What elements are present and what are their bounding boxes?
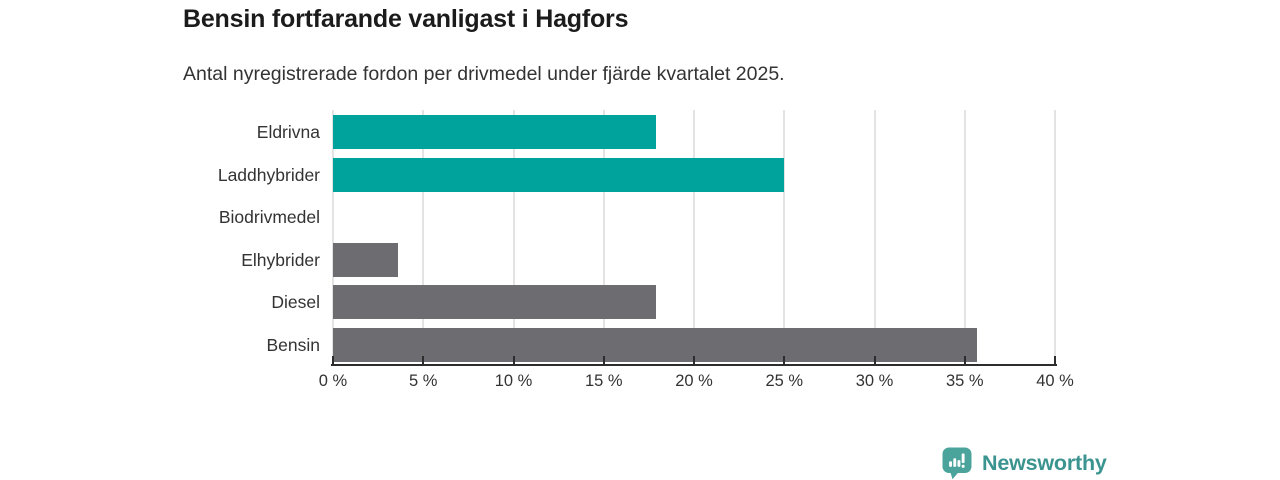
gridline-5: [422, 110, 425, 364]
bar-row-bensin: Bensin: [266, 323, 1055, 366]
chart-title: Bensin fortfarande vanligast i Hagfors: [183, 5, 629, 33]
newsworthy-logo: Newsworthy: [941, 446, 1107, 480]
gridline-35: [963, 110, 966, 364]
x-axis-tick-label-30: 30 %: [855, 372, 894, 390]
chart-subtitle: Antal nyregistrerade fordon per drivmede…: [183, 63, 785, 85]
x-axis-tick-0: [332, 356, 334, 364]
x-axis-tick-label-10: 10 %: [494, 372, 533, 390]
gridline-30: [873, 110, 876, 364]
bar-row-eldrivna: Eldrivna: [257, 110, 1055, 153]
x-axis-tick-5: [422, 356, 425, 364]
x-axis-tick-label-5: 5 %: [409, 372, 438, 390]
x-axis-tick-30: [873, 356, 876, 364]
gridline-0: [332, 110, 334, 364]
bar-laddhybrider: [333, 157, 785, 192]
gridline-25: [783, 110, 786, 364]
bar-row-laddhybrider: Laddhybrider: [218, 153, 1055, 196]
bar-row-biodrivmedel: Biodrivmedel: [219, 195, 1055, 238]
bar-elhybrider: [333, 242, 398, 277]
x-axis-tick-label-15: 15 %: [584, 372, 623, 390]
category-label-biodrivmedel: Biodrivmedel: [218, 207, 320, 227]
x-axis-tick-35: [963, 356, 966, 364]
x-axis-tick-20: [693, 356, 695, 364]
bar-row-diesel: Diesel: [271, 280, 1055, 323]
newsworthy-wordmark: Newsworthy: [982, 450, 1107, 475]
newsworthy-chart-bubble-icon: [942, 447, 972, 480]
bar-eldrivna: [333, 115, 657, 149]
x-axis-line: [331, 364, 1057, 366]
x-axis-tick-40: [1054, 356, 1056, 364]
x-axis-tick-label-35: 35 %: [945, 372, 984, 390]
x-axis-tick-25: [783, 356, 786, 364]
category-label-eldrivna: Eldrivna: [256, 122, 320, 142]
x-axis-tick-label-25: 25 %: [765, 372, 804, 390]
gridline-40: [1054, 110, 1056, 364]
x-axis-tick-label-0: 0 %: [318, 372, 348, 390]
x-axis-tick-label-20: 20 %: [675, 372, 713, 390]
bar-bensin: [333, 327, 978, 362]
bar-row-elhybrider: Elhybrider: [241, 238, 1055, 281]
bar-diesel: [333, 285, 657, 319]
gridline-10: [512, 110, 515, 364]
x-axis-tick-10: [512, 356, 515, 364]
category-label-elhybrider: Elhybrider: [241, 249, 320, 270]
x-axis-tick-15: [602, 356, 605, 364]
category-label-bensin: Bensin: [266, 334, 320, 355]
category-label-laddhybrider: Laddhybrider: [217, 164, 320, 185]
bar-chart-plot-area: Eldrivna Laddhybrider Biodrivmedel Elhybrid…: [218, 110, 1074, 390]
x-axis-tick-label-40: 40 %: [1036, 372, 1074, 390]
gridline-20: [693, 110, 695, 364]
category-label-diesel: Diesel: [271, 292, 320, 312]
gridline-15: [602, 110, 605, 364]
